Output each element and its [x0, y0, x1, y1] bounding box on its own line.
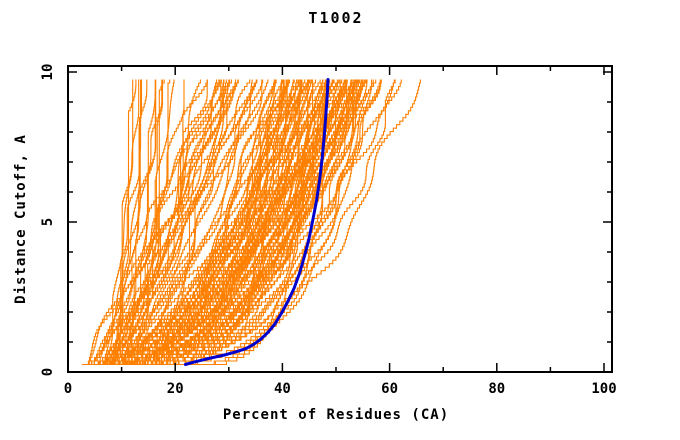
highlighted-curve	[183, 78, 330, 366]
ensemble-curve	[107, 79, 366, 366]
ensemble-curve	[104, 79, 363, 366]
ensemble-curve	[98, 79, 346, 366]
ensemble-curve	[85, 79, 157, 366]
y-axis-label: Distance Cutoff, A	[13, 134, 29, 304]
ensemble-curve	[82, 79, 347, 366]
ensemble-curve	[90, 79, 302, 366]
ensemble-curve	[95, 79, 382, 366]
ensemble-curve	[98, 79, 277, 366]
highlighted-curve-line	[183, 78, 330, 366]
ensemble-curve	[84, 79, 327, 366]
x-tick-label: 60	[381, 381, 398, 397]
chart-title: T1002	[308, 9, 363, 27]
ensemble-curve	[171, 79, 328, 366]
ensemble-curve	[96, 79, 257, 366]
ensemble-curve	[106, 79, 142, 366]
ensemble-curve	[105, 79, 163, 366]
ensemble-curve	[152, 79, 374, 366]
plot-frame	[67, 65, 613, 373]
ensemble-curve	[105, 79, 164, 366]
ensemble-curve	[94, 79, 421, 366]
ensemble-curve	[128, 79, 294, 366]
x-tick-label: 100	[591, 381, 616, 397]
ensemble-curve	[107, 79, 395, 366]
ensemble-curve	[101, 79, 356, 366]
ensemble-curve	[137, 79, 347, 366]
y-tick-label: 5	[40, 218, 56, 226]
y-tick-label: 10	[40, 64, 56, 81]
axis-ticks	[67, 66, 612, 373]
y-tick-label: 0	[40, 368, 56, 376]
x-tick-label: 80	[488, 381, 505, 397]
x-tick-label: 20	[167, 381, 184, 397]
ensemble-curve	[94, 79, 148, 366]
ensemble-curve	[104, 79, 140, 366]
ensemble-curve	[100, 79, 227, 366]
ensemble-curve	[103, 79, 396, 366]
axis-tick-labels: 0 20 40 60 80 100 0 5 10	[40, 64, 617, 397]
ensemble-curve	[160, 79, 222, 366]
x-tick-label: 40	[274, 381, 291, 397]
ensemble-curve	[96, 79, 134, 366]
ensemble-curve	[91, 79, 231, 366]
ensemble-curve	[90, 79, 356, 366]
ensemble-curve	[85, 79, 275, 366]
ensemble-curve	[105, 79, 269, 366]
ensemble-curves	[81, 79, 421, 366]
ensemble-curve	[83, 79, 330, 366]
ensemble-curve	[100, 79, 208, 366]
ensemble-curve	[96, 79, 382, 366]
ensemble-curve	[88, 79, 285, 366]
x-tick-label: 0	[64, 381, 72, 397]
x-axis-label: Percent of Residues (CA)	[223, 407, 449, 423]
